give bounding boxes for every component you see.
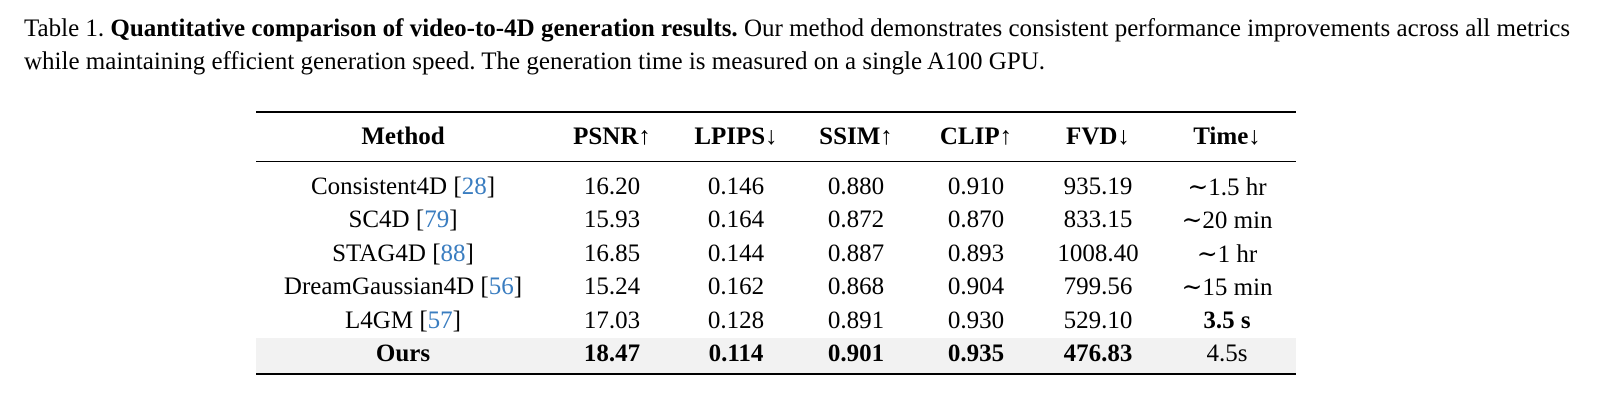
method-cell: DreamGaussian4D [56] bbox=[283, 273, 523, 301]
clip-cell: 0.870 bbox=[947, 206, 1005, 234]
citation-link[interactable]: 28 bbox=[461, 172, 487, 200]
psnr-cell: 18.47 bbox=[550, 337, 674, 374]
method-name: DreamGaussian4D bbox=[283, 273, 475, 301]
results-table: Method PSNR↑ LPIPS↓ SSIM↑ CLIP↑ FVD↓ Tim… bbox=[256, 111, 1296, 375]
table-caption: Table 1. Quantitative comparison of vide… bbox=[24, 12, 1584, 78]
method-cell: STAG4D [88] bbox=[332, 239, 474, 267]
fvd-cell: 529.10 bbox=[1063, 306, 1133, 334]
psnr-cell: 17.03 bbox=[583, 306, 641, 334]
lpips-cell: 0.164 bbox=[707, 206, 765, 234]
psnr-cell: 15.24 bbox=[583, 273, 641, 301]
ssim-cell: 0.891 bbox=[827, 306, 885, 334]
lpips-cell: 0.146 bbox=[707, 172, 765, 200]
time-cell: 4.5s bbox=[1158, 337, 1296, 374]
ssim-cell: 0.901 bbox=[798, 337, 914, 374]
citation-link[interactable]: 56 bbox=[488, 273, 514, 301]
method-cell: Consistent4D [28] bbox=[310, 172, 496, 200]
header-lpips: LPIPS↓ bbox=[694, 123, 778, 150]
header-clip: CLIP↑ bbox=[939, 123, 1013, 150]
method-cell: SC4D [79] bbox=[348, 206, 458, 234]
citation-link[interactable]: 79 bbox=[424, 206, 450, 234]
method-name: L4GM bbox=[345, 306, 414, 334]
ssim-cell: 0.887 bbox=[827, 239, 885, 267]
ssim-cell: 0.880 bbox=[827, 172, 885, 200]
method-cell: L4GM [57] bbox=[345, 306, 461, 334]
time-cell: ∼15 min bbox=[1181, 274, 1273, 302]
lpips-cell: 0.114 bbox=[674, 337, 798, 374]
lpips-cell: 0.144 bbox=[707, 239, 765, 267]
time-cell: ∼1 hr bbox=[1196, 240, 1258, 268]
header-fvd: FVD↓ bbox=[1066, 123, 1130, 150]
fvd-cell: 799.56 bbox=[1063, 273, 1133, 301]
table-row-ours: Ours 18.47 0.114 0.901 0.935 476.83 4.5s bbox=[256, 337, 1296, 374]
psnr-cell: 16.20 bbox=[583, 172, 641, 200]
fvd-cell: 1008.40 bbox=[1057, 239, 1139, 267]
time-cell: ∼20 min bbox=[1181, 207, 1273, 235]
citation-link[interactable]: 88 bbox=[440, 239, 466, 267]
clip-cell: 0.930 bbox=[947, 306, 1005, 334]
clip-cell: 0.904 bbox=[947, 273, 1005, 301]
ssim-cell: 0.868 bbox=[827, 273, 885, 301]
time-cell: ∼1.5 hr bbox=[1187, 173, 1267, 201]
header-psnr: PSNR↑ bbox=[573, 123, 651, 150]
caption-label: Table 1. bbox=[24, 15, 105, 42]
caption-title: Quantitative comparison of video-to-4D g… bbox=[110, 15, 738, 42]
header-ssim: SSIM↑ bbox=[819, 123, 893, 150]
citation-link[interactable]: 57 bbox=[427, 306, 453, 334]
clip-cell: 0.893 bbox=[947, 239, 1005, 267]
method-cell: Ours bbox=[256, 337, 550, 374]
lpips-cell: 0.162 bbox=[707, 273, 765, 301]
caption-body: Our method demonstrates consistent perfo… bbox=[24, 15, 1571, 75]
method-name: STAG4D bbox=[332, 239, 426, 267]
time-cell: 3.5 s bbox=[1203, 306, 1251, 334]
table-row: SC4D [79] 15.93 0.164 0.872 0.870 833.15… bbox=[256, 204, 1296, 238]
clip-cell: 0.910 bbox=[947, 172, 1005, 200]
fvd-cell: 935.19 bbox=[1063, 172, 1133, 200]
fvd-cell: 833.15 bbox=[1063, 206, 1133, 234]
table-row: Consistent4D [28] 16.20 0.146 0.880 0.91… bbox=[256, 162, 1296, 204]
fvd-cell: 476.83 bbox=[1038, 337, 1158, 374]
clip-cell: 0.935 bbox=[914, 337, 1038, 374]
psnr-cell: 16.85 bbox=[583, 239, 641, 267]
table-header-row: Method PSNR↑ LPIPS↓ SSIM↑ CLIP↑ FVD↓ Tim… bbox=[256, 112, 1296, 162]
table-row: L4GM [57] 17.03 0.128 0.891 0.930 529.10… bbox=[256, 304, 1296, 338]
table-row: STAG4D [88] 16.85 0.144 0.887 0.893 1008… bbox=[256, 237, 1296, 271]
method-name: SC4D bbox=[348, 206, 410, 234]
lpips-cell: 0.128 bbox=[707, 306, 765, 334]
method-name: Consistent4D bbox=[310, 172, 448, 200]
ssim-cell: 0.872 bbox=[827, 206, 885, 234]
results-table-container: Method PSNR↑ LPIPS↓ SSIM↑ CLIP↑ FVD↓ Tim… bbox=[256, 111, 1296, 375]
psnr-cell: 15.93 bbox=[583, 206, 641, 234]
table-row: DreamGaussian4D [56] 15.24 0.162 0.868 0… bbox=[256, 271, 1296, 305]
header-time: Time↓ bbox=[1193, 123, 1261, 150]
header-method: Method bbox=[361, 123, 445, 150]
